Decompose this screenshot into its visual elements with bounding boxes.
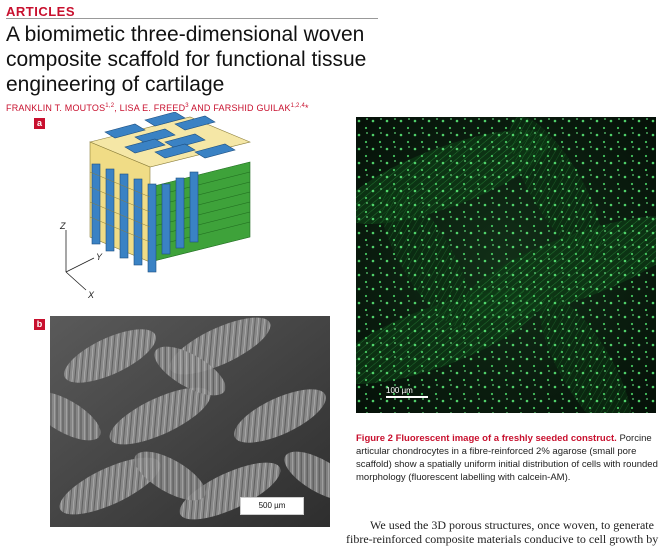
author-list: FRANKLIN T. MOUTOS1,2, LISA E. FREED3 AN… — [6, 103, 309, 113]
section-label: ARTICLES — [6, 4, 75, 19]
sem-micrograph — [50, 316, 330, 527]
axis-z-label: Z — [59, 221, 66, 231]
woven-scaffold-diagram: Z Y X — [59, 112, 251, 300]
panel-b-label: b — [34, 319, 45, 330]
axis-y-label: Y — [96, 252, 103, 262]
figure-2-caption-title: Figure 2 Fluorescent image of a freshly … — [356, 433, 617, 444]
figure-2-caption: Figure 2 Fluorescent image of a freshly … — [356, 432, 661, 484]
panel-a-label: a — [34, 118, 45, 129]
article-title: A biomimetic three-dimensional woven com… — [6, 23, 367, 96]
axis-indicator — [65, 230, 95, 291]
fluorescent-scalebar: 100 µm — [386, 386, 428, 398]
section-rule — [6, 18, 378, 19]
fluorescent-scalebar-bar — [386, 396, 428, 398]
sem-scalebar: 500 µm — [240, 497, 304, 515]
fluorescent-micrograph — [356, 117, 656, 413]
figure-2-caption-body: Porcine articular chondrocytes in a fibr… — [356, 433, 658, 483]
body-paragraph: We used the 3D porous structures, once w… — [346, 518, 659, 546]
axis-x-label: X — [87, 290, 95, 300]
fluorescent-scalebar-label: 100 µm — [386, 386, 413, 395]
blue-fiber-layer — [91, 112, 236, 273]
